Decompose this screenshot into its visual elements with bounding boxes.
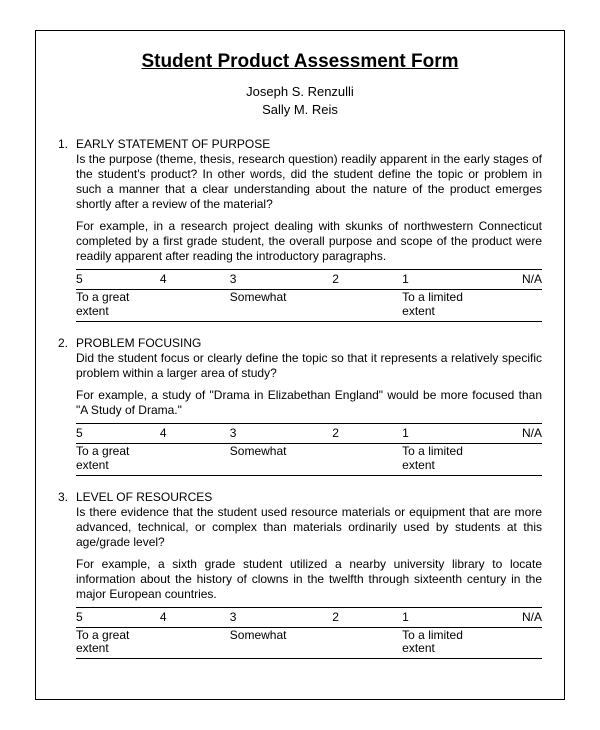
section-number: 3. [58,490,76,504]
author-2: Sally M. Reis [58,101,542,119]
scale-labels-row: To a great extent Somewhat To a limited … [76,443,542,475]
scale-num-1: 1 [402,607,486,627]
scale-label-3: Somewhat [230,627,333,659]
scale-label-5: To a great extent [76,290,160,322]
section-question: Is there evidence that the student used … [76,505,542,550]
scale-labels-row: To a great extent Somewhat To a limited … [76,627,542,659]
scale-num-2: 2 [332,270,402,290]
scale-numbers-row: 5 4 3 2 1 N/A [76,423,542,443]
scale-num-4: 4 [160,270,230,290]
section: 2. PROBLEM FOCUSING Did the student focu… [58,336,542,476]
scale-numbers-row: 5 4 3 2 1 N/A [76,607,542,627]
rating-scale: 5 4 3 2 1 N/A To a great extent Somewhat… [76,423,542,476]
rating-scale: 5 4 3 2 1 N/A To a great extent Somewhat… [76,269,542,322]
scale-label-3: Somewhat [230,290,333,322]
scale-label-1: To a limited extent [402,627,486,659]
scale-num-2: 2 [332,423,402,443]
author-1: Joseph S. Renzulli [58,83,542,101]
scale-num-5: 5 [76,607,160,627]
scale-label-4 [160,290,230,322]
scale-num-na: N/A [486,270,542,290]
section-title: EARLY STATEMENT OF PURPOSE [76,137,542,151]
section-title: LEVEL OF RESOURCES [76,490,542,504]
scale-num-4: 4 [160,423,230,443]
scale-num-5: 5 [76,270,160,290]
section: 3. LEVEL OF RESOURCES Is there evidence … [58,490,542,660]
scale-label-5: To a great extent [76,627,160,659]
scale-num-1: 1 [402,423,486,443]
scale-num-na: N/A [486,423,542,443]
scale-num-5: 5 [76,423,160,443]
scale-label-na [486,627,542,659]
form-title: Student Product Assessment Form [58,51,542,73]
scale-numbers-row: 5 4 3 2 1 N/A [76,270,542,290]
section-header: 2. PROBLEM FOCUSING [58,336,542,350]
scale-labels-row: To a great extent Somewhat To a limited … [76,290,542,322]
scale-num-2: 2 [332,607,402,627]
section-header: 1. EARLY STATEMENT OF PURPOSE [58,137,542,151]
section-number: 1. [58,137,76,151]
section-header: 3. LEVEL OF RESOURCES [58,490,542,504]
scale-num-4: 4 [160,607,230,627]
section-body: Is there evidence that the student used … [58,505,542,660]
scale-label-1: To a limited extent [402,290,486,322]
scale-label-4 [160,627,230,659]
rating-scale: 5 4 3 2 1 N/A To a great extent Somewhat… [76,607,542,660]
section-example: For example, a study of "Drama in Elizab… [76,388,542,418]
scale-num-na: N/A [486,607,542,627]
scale-label-4 [160,443,230,475]
scale-label-na [486,290,542,322]
document-frame: Student Product Assessment Form Joseph S… [35,30,565,700]
scale-num-3: 3 [230,607,333,627]
scale-num-3: 3 [230,423,333,443]
authors-block: Joseph S. Renzulli Sally M. Reis [58,83,542,119]
scale-label-2 [332,627,402,659]
section-body: Is the purpose (theme, thesis, research … [58,152,542,322]
section-number: 2. [58,336,76,350]
scale-label-3: Somewhat [230,443,333,475]
scale-label-1: To a limited extent [402,443,486,475]
scale-label-2 [332,443,402,475]
scale-label-na [486,443,542,475]
section-example: For example, in a research project deali… [76,219,542,264]
section: 1. EARLY STATEMENT OF PURPOSE Is the pur… [58,137,542,322]
scale-num-3: 3 [230,270,333,290]
scale-label-2 [332,290,402,322]
scale-label-5: To a great extent [76,443,160,475]
section-example: For example, a sixth grade student utili… [76,557,542,602]
section-body: Did the student focus or clearly define … [58,351,542,476]
scale-num-1: 1 [402,270,486,290]
section-title: PROBLEM FOCUSING [76,336,542,350]
section-question: Is the purpose (theme, thesis, research … [76,152,542,212]
section-question: Did the student focus or clearly define … [76,351,542,381]
